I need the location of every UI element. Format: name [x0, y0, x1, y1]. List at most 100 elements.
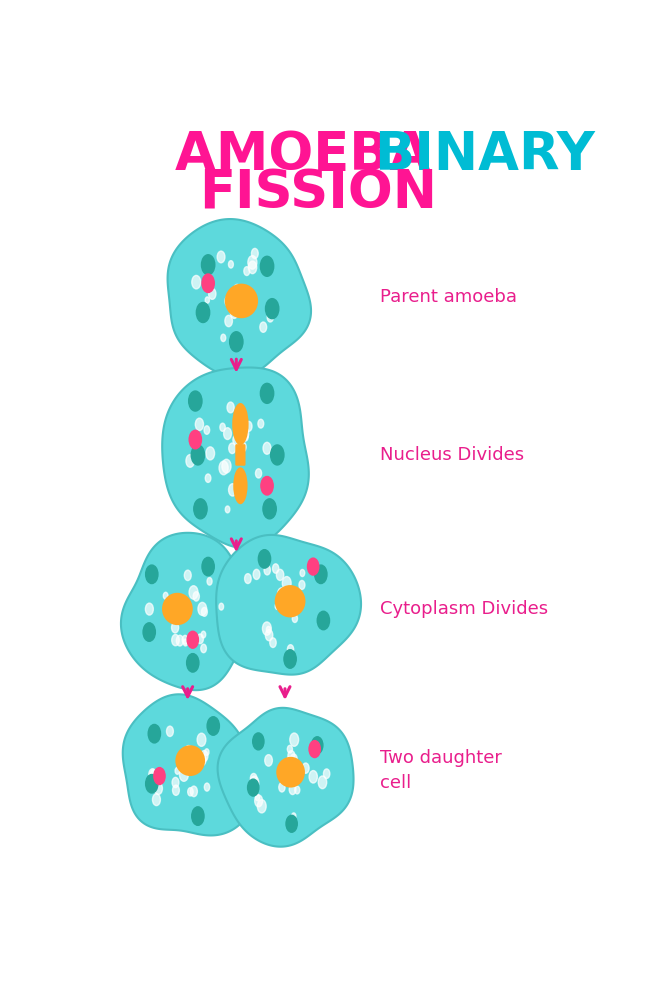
Circle shape [187, 631, 198, 648]
Circle shape [176, 604, 180, 612]
Circle shape [193, 592, 200, 601]
Circle shape [197, 733, 206, 746]
Circle shape [184, 760, 190, 770]
Circle shape [148, 724, 161, 743]
Circle shape [231, 307, 238, 318]
Circle shape [151, 770, 156, 779]
Circle shape [228, 294, 233, 302]
Circle shape [176, 611, 184, 622]
Circle shape [233, 284, 241, 295]
Circle shape [292, 813, 296, 819]
Circle shape [292, 594, 296, 600]
Circle shape [287, 756, 293, 766]
Circle shape [265, 630, 273, 641]
Circle shape [255, 469, 262, 478]
Circle shape [241, 427, 249, 440]
Circle shape [201, 751, 208, 761]
Circle shape [251, 773, 257, 783]
Ellipse shape [175, 745, 205, 776]
Circle shape [184, 570, 191, 581]
Circle shape [183, 639, 188, 646]
Circle shape [186, 654, 199, 672]
Circle shape [260, 383, 274, 403]
Circle shape [207, 717, 219, 735]
Circle shape [167, 726, 173, 736]
Text: Nucleus Divides: Nucleus Divides [379, 446, 524, 464]
Circle shape [311, 737, 323, 754]
Circle shape [263, 442, 271, 454]
Text: BINARY: BINARY [375, 129, 596, 181]
Circle shape [195, 418, 204, 431]
Circle shape [202, 255, 215, 275]
Circle shape [153, 781, 158, 789]
Circle shape [202, 607, 208, 616]
Circle shape [243, 432, 249, 441]
Ellipse shape [232, 403, 249, 445]
Circle shape [278, 770, 286, 781]
Circle shape [188, 788, 193, 796]
Circle shape [239, 442, 246, 452]
Circle shape [289, 588, 297, 600]
Circle shape [250, 776, 258, 789]
Text: Cytoplasm Divides: Cytoplasm Divides [379, 600, 548, 618]
Circle shape [190, 435, 198, 447]
Circle shape [300, 569, 305, 577]
Circle shape [318, 776, 327, 789]
Circle shape [153, 794, 161, 806]
Circle shape [264, 755, 272, 766]
Circle shape [172, 634, 179, 646]
Circle shape [181, 758, 188, 768]
Circle shape [163, 592, 168, 599]
Circle shape [172, 622, 178, 633]
Circle shape [281, 588, 286, 596]
Circle shape [185, 746, 192, 756]
Circle shape [173, 607, 178, 614]
Circle shape [253, 569, 260, 579]
Circle shape [282, 577, 291, 590]
Circle shape [279, 783, 285, 792]
Circle shape [176, 635, 184, 646]
Circle shape [249, 261, 256, 274]
Circle shape [278, 593, 286, 605]
Ellipse shape [225, 284, 258, 318]
Circle shape [196, 302, 210, 323]
Polygon shape [123, 694, 255, 835]
Circle shape [188, 391, 202, 411]
Circle shape [302, 763, 309, 773]
Circle shape [229, 484, 237, 496]
Circle shape [219, 603, 223, 610]
Circle shape [229, 261, 233, 268]
Circle shape [233, 435, 240, 445]
Circle shape [166, 603, 175, 616]
Circle shape [317, 611, 330, 630]
Circle shape [206, 447, 215, 460]
Circle shape [191, 445, 204, 465]
Circle shape [260, 256, 274, 276]
Circle shape [290, 733, 299, 746]
Circle shape [309, 741, 321, 758]
Circle shape [323, 769, 330, 779]
Polygon shape [217, 708, 354, 847]
Circle shape [299, 580, 305, 589]
Circle shape [278, 588, 286, 600]
Circle shape [229, 332, 243, 352]
Circle shape [244, 267, 250, 276]
Text: AMOEBA: AMOEBA [175, 129, 449, 181]
Circle shape [220, 423, 225, 431]
Circle shape [288, 745, 292, 753]
Circle shape [245, 421, 252, 431]
Circle shape [229, 443, 236, 454]
Text: Two daughter
cell: Two daughter cell [379, 749, 502, 792]
Circle shape [190, 786, 198, 797]
Circle shape [251, 248, 258, 259]
Circle shape [172, 777, 179, 788]
Circle shape [221, 334, 226, 342]
Circle shape [288, 645, 293, 654]
Circle shape [261, 477, 273, 495]
Circle shape [222, 459, 231, 473]
Circle shape [279, 766, 284, 775]
Circle shape [205, 749, 209, 755]
Circle shape [225, 296, 231, 306]
Circle shape [270, 445, 284, 465]
Circle shape [276, 569, 284, 580]
